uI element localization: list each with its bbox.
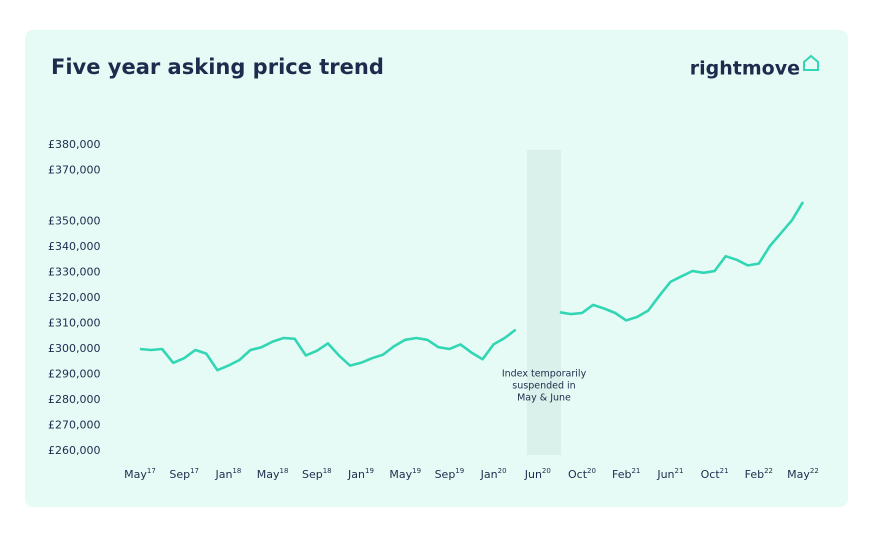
x-tick-label: Oct21 (701, 467, 729, 481)
x-tick-year: 20 (587, 467, 596, 475)
x-tick-year: 19 (455, 467, 464, 475)
annotation: Index temporarily (502, 369, 587, 380)
x-tick-month: Feb (612, 468, 631, 481)
y-tick-label: £330,000 (48, 266, 101, 279)
x-tick-month: Oct (568, 468, 588, 481)
y-tick-label: £280,000 (48, 393, 101, 406)
y-tick-label: £260,000 (48, 444, 101, 457)
x-tick-month: May (389, 468, 412, 481)
x-tick-month: May (787, 468, 810, 481)
x-tick-month: Jan (214, 468, 232, 481)
x-tick-label: May18 (257, 467, 289, 481)
x-tick-month: Oct (701, 468, 721, 481)
logo-icon (803, 54, 819, 71)
x-tick-month: Jun (524, 468, 542, 481)
x-tick-year: 21 (631, 467, 640, 475)
x-tick-label: Jan18 (214, 467, 241, 481)
chart-title: Five year asking price trend (51, 55, 384, 79)
x-tick-year: 18 (280, 467, 289, 475)
y-tick-label: £290,000 (48, 368, 101, 381)
x-tick-label: May22 (787, 467, 819, 481)
x-tick-month: Jan (480, 468, 498, 481)
x-tick-year: 17 (190, 467, 199, 475)
x-tick-month: Sep (302, 468, 323, 481)
x-tick-label: Jan20 (480, 467, 507, 481)
y-tick-label: £340,000 (48, 240, 101, 253)
y-tick-label: £370,000 (48, 164, 101, 177)
x-tick-year: 21 (720, 467, 729, 475)
x-tick-label: May17 (124, 467, 156, 481)
price-line (139, 201, 805, 372)
x-tick-label: Sep17 (169, 467, 199, 481)
x-tick-year: 21 (675, 467, 684, 475)
x-tick-label: Sep18 (302, 467, 332, 481)
x-tick-label: Jun21 (656, 467, 683, 481)
x-tick-month: May (257, 468, 280, 481)
x-tick-year: 22 (764, 467, 773, 475)
x-tick-month: Sep (435, 468, 456, 481)
x-tick-month: Jan (347, 468, 365, 481)
x-tick-month: May (124, 468, 147, 481)
card (25, 30, 848, 507)
suspended-band (527, 150, 561, 455)
x-tick-month: Sep (169, 468, 190, 481)
x-tick-year: 22 (810, 467, 819, 475)
x-tick-label: Jan19 (347, 467, 374, 481)
x-tick-year: 18 (232, 467, 241, 475)
annotation: suspended in (512, 381, 575, 392)
x-tick-year: 19 (365, 467, 374, 475)
y-tick-label: £300,000 (48, 342, 101, 355)
x-tick-year: 18 (323, 467, 332, 475)
y-tick-label: £350,000 (48, 215, 101, 228)
x-tick-year: 20 (498, 467, 507, 475)
x-tick-label: Oct20 (568, 467, 596, 481)
x-tick-month: Feb (745, 468, 764, 481)
x-tick-label: May19 (389, 467, 421, 481)
x-tick-label: Jun20 (524, 467, 551, 481)
x-tick-month: Jun (656, 468, 674, 481)
x-tick-year: 20 (542, 467, 551, 475)
x-tick-label: Sep19 (435, 467, 465, 481)
y-tick-label: £320,000 (48, 291, 101, 304)
y-tick-label: £270,000 (48, 419, 101, 432)
x-tick-label: Feb22 (745, 467, 773, 481)
x-tick-year: 19 (412, 467, 421, 475)
x-tick-label: Feb21 (612, 467, 640, 481)
annotation: May & June (517, 393, 571, 404)
y-tick-label: £310,000 (48, 317, 101, 330)
logo: rightmove (690, 58, 800, 80)
x-tick-year: 17 (147, 467, 156, 475)
y-tick-label: £380,000 (48, 138, 101, 151)
